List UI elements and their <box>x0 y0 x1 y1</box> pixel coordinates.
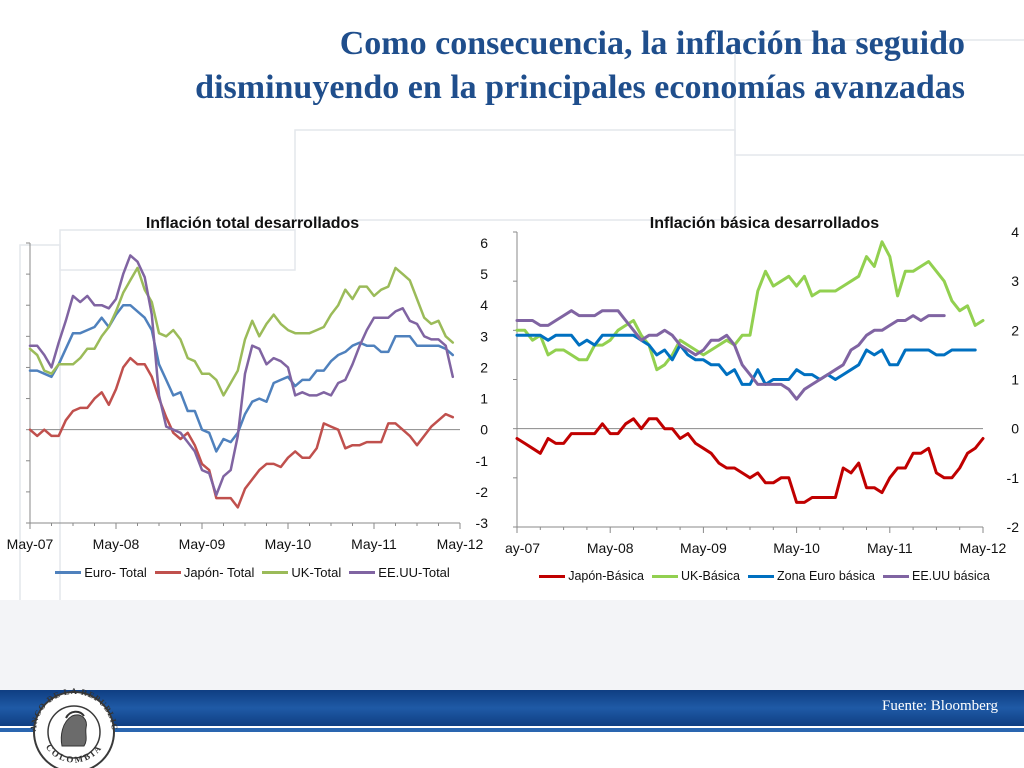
x-tick-label: May-09 <box>179 536 226 552</box>
x-tick-label: May-12 <box>437 536 484 552</box>
legend-label: UK-Básica <box>680 569 740 583</box>
series-line-euro-total <box>28 303 455 453</box>
legend-swatch <box>748 574 774 578</box>
footer-stripe <box>0 728 1024 732</box>
y-tick-label: 4 <box>480 297 488 313</box>
y-tick-label: 1 <box>1011 372 1019 388</box>
chart-total-inflation: Inflación total desarrollados 6 5 4 3 2 1 0 -1 -… <box>0 205 505 600</box>
y-tick-label: 2 <box>480 359 488 375</box>
legend-swatch <box>651 574 678 578</box>
chart-legend: Japón-Básica UK-Básica Zona Euro básica EE.… <box>505 569 1024 583</box>
y-tick-label: 5 <box>480 266 488 282</box>
legend-item: UK-Básica <box>651 569 740 583</box>
legend-swatch <box>882 574 909 578</box>
legend-swatch <box>154 571 181 574</box>
series-line-jap-n-total <box>28 356 455 509</box>
legend-label: Euro- Total <box>84 565 147 580</box>
series-line-jap-n-b-sica <box>515 417 985 504</box>
x-tick-label: ay-07 <box>505 540 540 556</box>
y-tick-label: -1 <box>1007 470 1020 486</box>
source-note: Fuente: Bloomberg <box>882 698 998 714</box>
y-tick-label: 6 <box>480 235 488 251</box>
y-tick-label: -2 <box>476 484 489 500</box>
legend-item: EE.UU básica <box>882 569 990 583</box>
y-tick-label: 3 <box>1011 273 1019 289</box>
x-tick-label: May-09 <box>680 540 727 556</box>
series-line-uk-total <box>28 266 455 397</box>
legend-label: EE.UU-Total <box>378 565 450 580</box>
x-tick-label: May-07 <box>7 536 54 552</box>
chart-core-inflation: Inflación básica desarrollados 4 3 2 1 0 -1 -2… <box>505 205 1024 600</box>
chart-plot-area: 6 5 4 3 2 1 0 -1 -2 -3 May-07 May-08 May-09 May-10 May… <box>7 235 489 552</box>
chart-plot-area: 4 3 2 1 0 -1 -2 ay-07 May-08 May-09 May-10 May-11 Ma… <box>505 224 1020 556</box>
y-tick-label: 0 <box>1011 421 1019 437</box>
slide-title: Como consecuencia, la inflación ha segui… <box>20 22 965 110</box>
legend-swatch <box>539 574 566 578</box>
legend-item: Euro- Total <box>55 565 147 580</box>
series-line-ee-uu-total <box>28 254 455 497</box>
y-tick-label: -3 <box>476 515 489 531</box>
chart-legend: Euro- Total Japón- Total UK-Total EE.UU-Tot… <box>0 565 505 580</box>
y-tick-label: -1 <box>476 453 489 469</box>
series-line-zona-euro-b-sica <box>515 333 977 386</box>
chart-title: Inflación total desarrollados <box>145 215 360 232</box>
x-tick-label: May-10 <box>773 540 820 556</box>
y-tick-label: 0 <box>480 422 488 438</box>
bank-seal-logo: BANCO DE LA REPUBLICA COLOMBIA <box>22 688 119 768</box>
footer-bar <box>0 690 1024 726</box>
legend-item: Zona Euro básica <box>748 569 875 583</box>
slide-title-line-2: disminuyendo en la principales economías… <box>195 69 965 106</box>
y-tick-label: 4 <box>1011 224 1019 240</box>
legend-item: UK-Total <box>262 565 341 580</box>
x-tick-label: May-11 <box>351 536 397 552</box>
x-tick-label: May-08 <box>587 540 634 556</box>
legend-swatch <box>55 571 82 574</box>
y-tick-label: 2 <box>1011 322 1019 338</box>
legend-swatch <box>349 571 376 574</box>
legend-label: Zona Euro básica <box>777 569 875 583</box>
x-tick-label: May-08 <box>93 536 140 552</box>
y-tick-label: 3 <box>480 328 488 344</box>
x-tick-label: May-12 <box>960 540 1007 556</box>
y-tick-label: -2 <box>1007 519 1020 535</box>
legend-label: Japón-Básica <box>568 569 644 583</box>
x-tick-label: May-11 <box>867 540 913 556</box>
slide-title-line-1: Como consecuencia, la inflación ha segui… <box>339 25 965 62</box>
chart-title: Inflación básica desarrollados <box>649 215 880 232</box>
series-line-ee-uu-b-sica <box>515 309 946 401</box>
legend-label: EE.UU básica <box>911 569 990 583</box>
x-tick-label: May-10 <box>265 536 312 552</box>
legend-label: Japón- Total <box>183 565 255 580</box>
legend-item: Japón- Total <box>154 565 255 580</box>
legend-item: EE.UU-Total <box>349 565 450 580</box>
legend-label: UK-Total <box>291 565 342 580</box>
legend-swatch <box>262 571 289 574</box>
y-tick-label: 1 <box>480 391 488 407</box>
legend-item: Japón-Básica <box>539 569 644 583</box>
